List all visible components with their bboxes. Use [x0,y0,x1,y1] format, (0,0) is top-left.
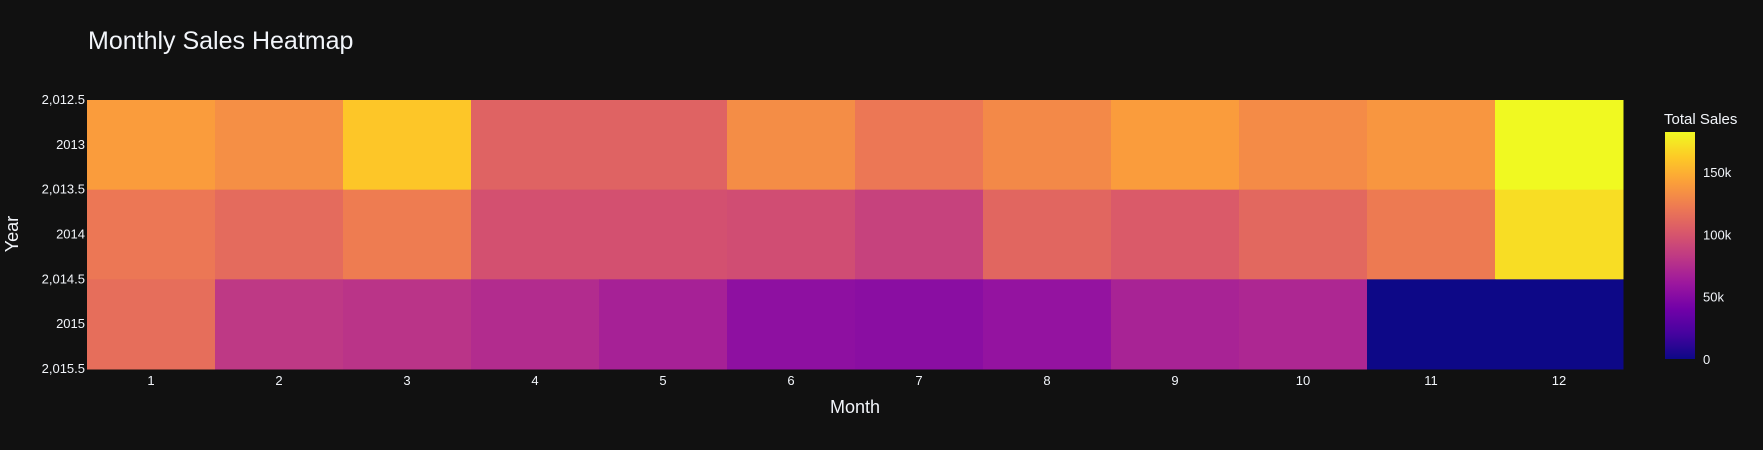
x-tick-label: 12 [1552,373,1566,388]
x-tick-label: 6 [787,373,794,388]
heatmap-cell [1367,100,1496,191]
heatmap-cell [983,189,1112,280]
heatmap-cell [1367,279,1496,370]
heatmap-cell [87,100,216,191]
heatmap-cell [215,189,344,280]
y-axis-ticks: 2,012.5 2013 2,013.5 2014 2,014.5 2015 2,015.5 [42,92,85,376]
heatmap-cell [599,189,728,280]
heatmap-cell [1111,279,1240,370]
heatmap-cell [855,100,984,191]
x-tick-label: 2 [275,373,282,388]
y-tick-label: 2,015.5 [42,361,85,376]
heatmap-cell [471,100,600,191]
colorbar-tick-label: 0 [1703,352,1710,367]
heatmap-cell [599,100,728,191]
heatmap-cell [471,279,600,370]
heatmap-cell [1495,100,1624,191]
heatmap-cell [1495,279,1624,370]
heatmap-cells [87,100,1624,370]
heatmap-cell [727,279,856,370]
x-tick-label: 10 [1296,373,1310,388]
colorbar-title: Total Sales [1664,111,1737,128]
colorbar-ticks: 0 50k 100k 150k [1703,165,1732,367]
x-axis-ticks: 1 2 3 4 5 6 7 8 9 10 11 12 [147,373,1566,388]
heatmap-cell [1111,189,1240,280]
heatmap-cell [343,189,472,280]
x-tick-label: 1 [147,373,154,388]
heatmap-cell [727,189,856,280]
heatmap-cell [1367,189,1496,280]
y-tick-label: 2013 [56,137,85,152]
x-tick-label: 11 [1424,373,1438,388]
heatmap-cell [87,189,216,280]
y-tick-label: 2,014.5 [42,271,85,286]
heatmap-cell [855,189,984,280]
heatmap-cell [1495,189,1624,280]
x-tick-label: 5 [659,373,666,388]
heatmap-cell [1239,189,1368,280]
heatmap-cell [215,279,344,370]
x-tick-label: 8 [1043,373,1050,388]
colorbar-tick-label: 50k [1703,290,1724,305]
heatmap-cell [215,100,344,191]
x-axis-title: Month [830,397,880,417]
heatmap-cell [343,279,472,370]
heatmap-cell [855,279,984,370]
heatmap-cell [1239,279,1368,370]
x-tick-label: 4 [531,373,538,388]
heatmap-cell [87,279,216,370]
colorbar [1665,132,1695,359]
heatmap-cell [1239,100,1368,191]
x-tick-label: 7 [915,373,922,388]
heatmap-cell [727,100,856,191]
heatmap-cell [983,279,1112,370]
heatmap-cell [1111,100,1240,191]
heatmap-cell [471,189,600,280]
y-tick-label: 2015 [56,316,85,331]
x-tick-label: 3 [403,373,410,388]
heatmap-cell [599,279,728,370]
colorbar-tick-label: 100k [1703,227,1732,242]
y-tick-label: 2,013.5 [42,182,85,197]
chart-title: Monthly Sales Heatmap [88,27,353,55]
heatmap-cell [983,100,1112,191]
colorbar-tick-label: 150k [1703,165,1732,180]
y-tick-label: 2,012.5 [42,92,85,107]
y-axis-title: Year [2,216,22,252]
heatmap-cell [343,100,472,191]
x-tick-label: 9 [1171,373,1178,388]
y-tick-label: 2014 [56,227,85,242]
